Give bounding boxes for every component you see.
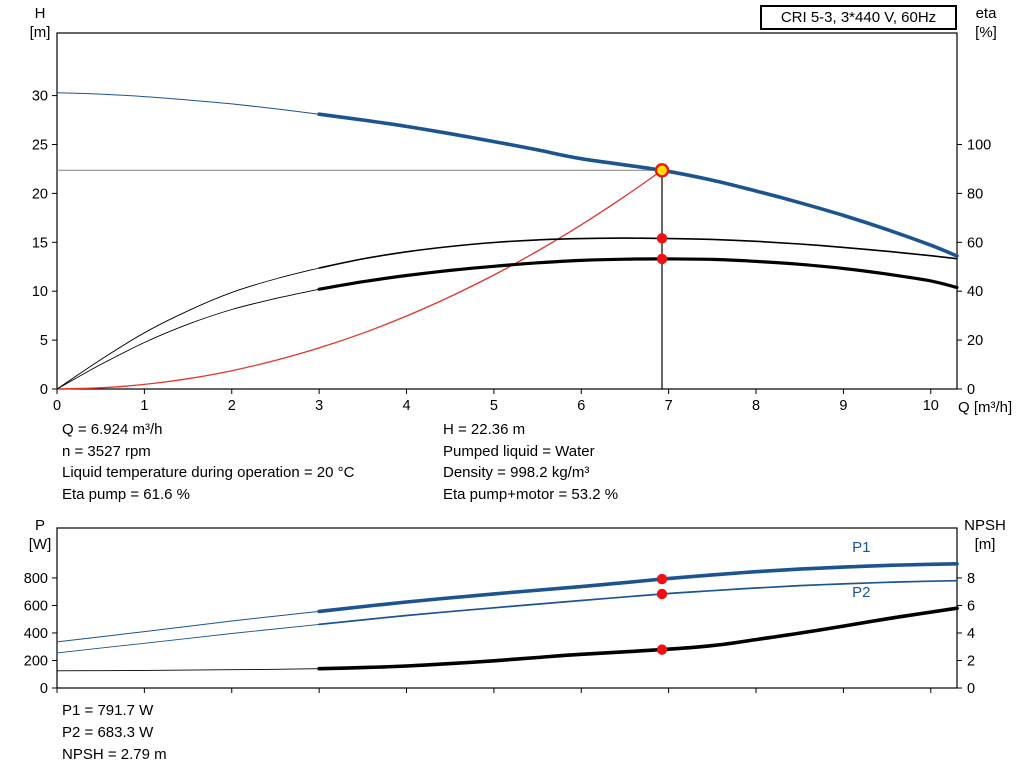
power-npsh-chart-frame [56,527,958,689]
npsh-axis-unit: [m] [974,536,996,553]
right-tick-label: 0 [967,681,975,697]
left-tick-label: 600 [24,598,48,614]
x-tick-label: 4 [402,398,410,414]
eta-pump-motor-dot [656,253,668,265]
right-tick-label: 100 [967,137,991,153]
power-annotations: P1 = 791.7 W P2 = 683.3 W NPSH = 2.79 m [62,700,167,766]
right-tick-label: 2 [967,653,975,669]
p1-value: P1 = 791.7 W [62,702,154,719]
head-axis-unit: [m] [29,24,51,41]
x-tick-label: 7 [665,398,673,414]
x-tick-label: 3 [315,398,323,414]
power-axis-title: P [W] [18,516,62,554]
left-tick-label: 5 [40,333,48,349]
left-tick-label: 30 [32,89,48,105]
x-tick-label: 1 [140,398,148,414]
pump-type-box: CRI 5-3, 3*440 V, 60Hz [760,5,957,30]
npsh-dot [656,644,668,655]
power-axis-unit: [W] [28,536,52,553]
p2-dot [656,588,668,600]
series-eta-pump-motor-thin [56,288,320,390]
series-eta-pump-motor [317,257,959,291]
series-H-thin [56,92,320,115]
left-tick-label: 800 [24,571,48,587]
speed-value: n = 3527 rpm [62,442,151,460]
left-tick-label: 0 [40,681,48,697]
eta-pump-dot [656,233,668,244]
head-axis-title: H [m] [18,4,62,42]
series-eta-pump [318,237,958,269]
liquid-temperature-value: Liquid temperature during operation = 20… [62,464,355,481]
series-P1-thin [56,610,320,643]
left-tick-label: 20 [32,186,48,202]
p1-dot [656,573,668,585]
density-value: Density = 998.2 kg/m³ [443,464,590,481]
eta-axis-title: eta [%] [962,4,1010,42]
left-tick-label: 10 [32,284,48,300]
npsh-axis-symbol: NPSH [964,517,1006,534]
eta-pump-value: Eta pump = 61.6 % [62,485,190,503]
flow-value: Q = 6.924 m³/h [62,421,163,438]
pumped-liquid-value: Pumped liquid = Water [443,442,595,460]
label-P1: P1 [852,539,870,556]
series-system-curve [56,169,663,390]
series-P2 [318,579,958,626]
right-tick-label: 80 [967,186,983,202]
label-P2: P2 [852,584,870,601]
eta-axis-unit: [%] [975,24,997,41]
left-tick-label: 400 [24,626,48,642]
right-tick-label: 4 [967,626,975,642]
x-tick-label: 6 [577,398,585,414]
left-tick-label: 200 [24,653,48,669]
duty-annotations-left: Q = 6.924 m³/h n = 3527 rpm Liquid tempe… [62,419,354,505]
right-tick-label: 40 [967,284,983,300]
right-tick-label: 60 [967,235,983,251]
x-tick-label: 2 [228,398,236,414]
x-tick-label: 8 [752,398,760,414]
x-tick-label: 0 [53,398,61,414]
head-value: H = 22.36 m [443,421,526,438]
right-tick-label: 8 [967,571,975,587]
x-tick-label: 5 [490,398,498,414]
p2-value: P2 = 683.3 W [62,724,154,741]
hq-eta-chart-frame [56,32,958,390]
left-tick-label: 0 [40,382,48,398]
right-tick-label: 6 [967,598,975,614]
x-tick-label: 10 [923,398,939,414]
x-tick-label: 9 [839,398,847,414]
eta-axis-symbol: eta [975,5,997,22]
series-P1 [317,562,959,614]
series-NPSH-thin [56,668,320,672]
series-P2-thin [56,623,320,654]
duty-annotations-right: H = 22.36 m Pumped liquid = Water Densit… [443,419,618,505]
pump-type-label: CRI 5-3, 3*440 V, 60Hz [780,9,937,26]
duty-point [654,163,670,178]
series-eta-pump-thin [56,267,320,390]
left-tick-label: 15 [32,235,48,251]
head-axis-symbol: H [34,5,46,22]
eta-pump-motor-value: Eta pump+motor = 53.2 % [443,485,619,503]
npsh-value: NPSH = 2.79 m [62,746,167,763]
flow-axis-title: Q [m³/h] [958,399,1013,416]
left-tick-label: 25 [32,137,48,153]
power-axis-symbol: P [34,517,45,534]
right-tick-label: 0 [967,382,975,398]
npsh-axis-title: NPSH [m] [954,516,1016,554]
right-tick-label: 20 [967,333,983,349]
